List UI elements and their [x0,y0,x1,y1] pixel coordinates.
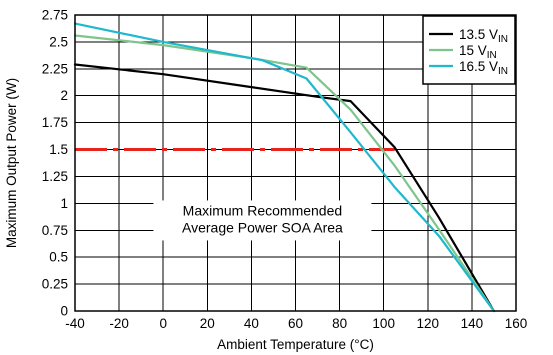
x-tick-label: 80 [332,316,347,331]
x-tick-label: 0 [159,316,167,331]
x-tick-label: 120 [417,316,440,331]
y-tick-label: 1 [60,196,68,211]
y-tick-labels: 0 0.25 0.5 0.75 1 1.25 1.5 1.75 2 2.25 2.5 2.75 [42,8,68,319]
x-axis-title: Ambient Temperature (°C) [217,337,374,352]
y-tick-label: 2 [60,88,68,103]
series-lines [73,22,495,313]
legend-label: 13.5 VIN [459,27,508,45]
annotation-box [153,200,372,241]
annotation-text: Maximum Recommended [183,202,343,218]
x-tick-label: 20 [200,316,215,331]
series-line [73,63,495,313]
y-tick-label: 2.25 [42,61,68,76]
y-axis-title: Maximum Output Power (W) [4,78,19,248]
x-tick-label: -40 [65,316,85,331]
x-tick-label: 140 [461,316,484,331]
y-tick-label: 0.5 [49,250,68,265]
y-tick-label: 0 [60,304,68,319]
x-tick-label: 100 [372,316,395,331]
plot-frame [74,14,517,312]
y-tick-label: 0.25 [42,277,68,292]
x-tick-label: 60 [288,316,303,331]
y-tick-label: 1.25 [42,169,68,184]
legend-label: 16.5 VIN [459,59,508,77]
y-tick-label: 1.75 [42,115,68,130]
annotation-text: Average Power SOA Area [182,219,343,235]
series-line [73,34,495,313]
y-tick-label: 0.75 [42,223,68,238]
x-tick-label: 160 [505,316,528,331]
y-tick-label: 1.5 [49,142,68,157]
x-tick-label: 40 [244,316,259,331]
x-tick-labels: -40 -20 0 20 40 60 80 100 120 140 160 [65,316,527,331]
x-tick-label: -20 [109,316,129,331]
y-tick-label: 2.5 [49,34,68,49]
series-line [73,22,495,313]
y-tick-label: 2.75 [42,8,68,23]
